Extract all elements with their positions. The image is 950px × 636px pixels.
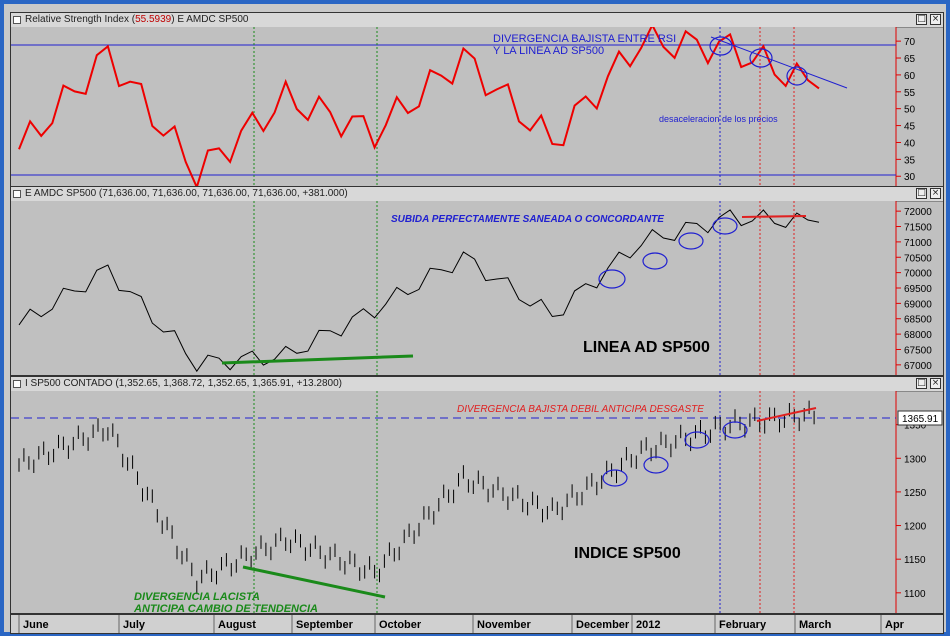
- x-tick-label: June: [23, 619, 49, 631]
- y-tick-label: 55: [904, 88, 916, 99]
- price-support-line: [242, 565, 386, 599]
- rsi-annotation-2: Y LA LINEA AD SP500: [493, 45, 604, 57]
- last-price-box: [897, 410, 943, 426]
- price-label: INDICE SP500: [574, 545, 681, 562]
- y-tick-label: 68000: [904, 330, 932, 341]
- ad-chart: SUBIDA PERFECTAMENTE SANEADA O CONCORDAN…: [11, 201, 932, 375]
- ad-circle-2: [642, 252, 668, 270]
- price-circle-2: [643, 456, 669, 474]
- ad-panel: E AMDC SP500 (71,636.00, 71,636.00, 71,6…: [10, 186, 944, 376]
- y-tick-label: 67500: [904, 345, 932, 356]
- rsi-panel: Relative Strength Index (55.5939) E AMDC…: [10, 12, 944, 188]
- y-tick-label: 65: [904, 54, 916, 65]
- restore-button[interactable]: □: [916, 378, 927, 389]
- rsi-circle-1: [709, 36, 733, 56]
- ad-series-line: [18, 209, 820, 373]
- close-button[interactable]: ×: [930, 14, 941, 25]
- y-tick-label: 70500: [904, 253, 932, 264]
- price-top-line: [756, 407, 817, 422]
- rsi-annotation-1: DIVERGENCIA BAJISTA ENTRE RSI: [493, 33, 676, 45]
- ad-annotation-subida: SUBIDA PERFECTAMENTE SANEADA O CONCORDAN…: [391, 214, 664, 225]
- price-chart: DIVERGENCIA BAJISTA DEBIL ANTICIPA DESGA…: [11, 391, 943, 613]
- rsi-circle-3: [786, 66, 808, 86]
- y-tick-label: 68500: [904, 315, 932, 326]
- x-tick-label: Apr: [885, 619, 905, 631]
- y-tick-label: 45: [904, 122, 916, 133]
- price-title: I SP500 CONTADO (1,352.65, 1,368.72, 1,3…: [25, 378, 342, 389]
- x-tick-label: October: [379, 619, 422, 631]
- rsi-title: Relative Strength Index (55.5939) E AMDC…: [25, 14, 249, 25]
- x-tick-label: September: [296, 619, 354, 631]
- ad-title: E AMDC SP500 (71,636.00, 71,636.00, 71,6…: [25, 188, 348, 199]
- price-panel: I SP500 CONTADO (1,352.65, 1,368.72, 1,3…: [10, 376, 944, 614]
- panel-icon: [13, 380, 21, 388]
- y-tick-label: 71000: [904, 238, 932, 249]
- ad-support-line: [221, 354, 414, 365]
- rsi-titlebar: Relative Strength Index (55.5939) E AMDC…: [11, 13, 943, 28]
- x-tick-label: December: [576, 619, 630, 631]
- y-tick-label: 67000: [904, 361, 932, 372]
- y-tick-label: 1300: [904, 454, 927, 465]
- price-titlebar: I SP500 CONTADO (1,352.65, 1,368.72, 1,3…: [11, 377, 943, 392]
- ad-titlebar: E AMDC SP500 (71,636.00, 71,636.00, 71,6…: [11, 187, 943, 202]
- x-tick-label: February: [719, 619, 767, 631]
- y-tick-label: 50: [904, 105, 916, 116]
- rsi-chart: DIVERGENCIA BAJISTA ENTRE RSI Y LA LINEA…: [11, 27, 916, 187]
- y-tick-label: 72000: [904, 207, 932, 218]
- rsi-trend-line: [710, 36, 848, 89]
- y-tick-label: 1200: [904, 522, 927, 533]
- y-tick-label: 71500: [904, 223, 932, 234]
- restore-button[interactable]: □: [916, 14, 927, 25]
- ad-circle-3: [678, 232, 704, 250]
- ad-circle-1: [598, 269, 626, 289]
- y-tick-label: 60: [904, 71, 916, 82]
- y-tick-label: 1100: [904, 589, 926, 600]
- close-button[interactable]: ×: [930, 378, 941, 389]
- rsi-circle-2: [749, 48, 773, 68]
- price-circle-4: [722, 421, 748, 439]
- ad-top-line: [741, 215, 807, 218]
- y-tick-label: 1150: [904, 555, 926, 566]
- price-circle-1: [602, 469, 628, 487]
- close-button[interactable]: ×: [930, 188, 941, 199]
- price-bars: [18, 400, 815, 595]
- time-axis-labels: June July August September October November De…: [18, 615, 905, 633]
- y-tick-label: 70: [904, 37, 916, 48]
- y-tick-label: 35: [904, 155, 916, 166]
- rsi-series-line: [18, 27, 820, 187]
- price-annotation-div: DIVERGENCIA BAJISTA DEBIL ANTICIPA DESGA…: [457, 404, 704, 415]
- x-tick-label: July: [123, 619, 146, 631]
- rsi-annotation-decel: desaceleracion de los precios: [659, 114, 778, 124]
- panel-icon: [13, 16, 21, 24]
- y-tick-label: 1250: [904, 488, 927, 499]
- y-tick-label: 69500: [904, 284, 932, 295]
- x-tick-label: August: [218, 619, 256, 631]
- y-tick-label: 1350: [904, 421, 927, 432]
- time-axis: June July August September October November De…: [10, 614, 944, 634]
- ad-circle-4: [712, 217, 738, 235]
- restore-button[interactable]: □: [916, 188, 927, 199]
- y-tick-label: 30: [904, 172, 916, 183]
- price-annotation-lacista-1: DIVERGENCIA LACISTA: [134, 591, 260, 603]
- x-tick-label: 2012: [636, 619, 660, 631]
- ad-label: LINEA AD SP500: [583, 339, 710, 356]
- panel-icon: [13, 190, 21, 198]
- y-tick-label: 70000: [904, 269, 932, 280]
- x-tick-label: March: [799, 619, 832, 631]
- y-tick-label: 40: [904, 138, 916, 149]
- x-tick-label: November: [477, 619, 532, 631]
- y-tick-label: 69000: [904, 299, 932, 310]
- last-price-label: 1365.91: [902, 414, 939, 425]
- price-circle-3: [684, 431, 710, 449]
- price-annotation-lacista-2: ANTICIPA CAMBIO DE TENDENCIA: [133, 603, 318, 613]
